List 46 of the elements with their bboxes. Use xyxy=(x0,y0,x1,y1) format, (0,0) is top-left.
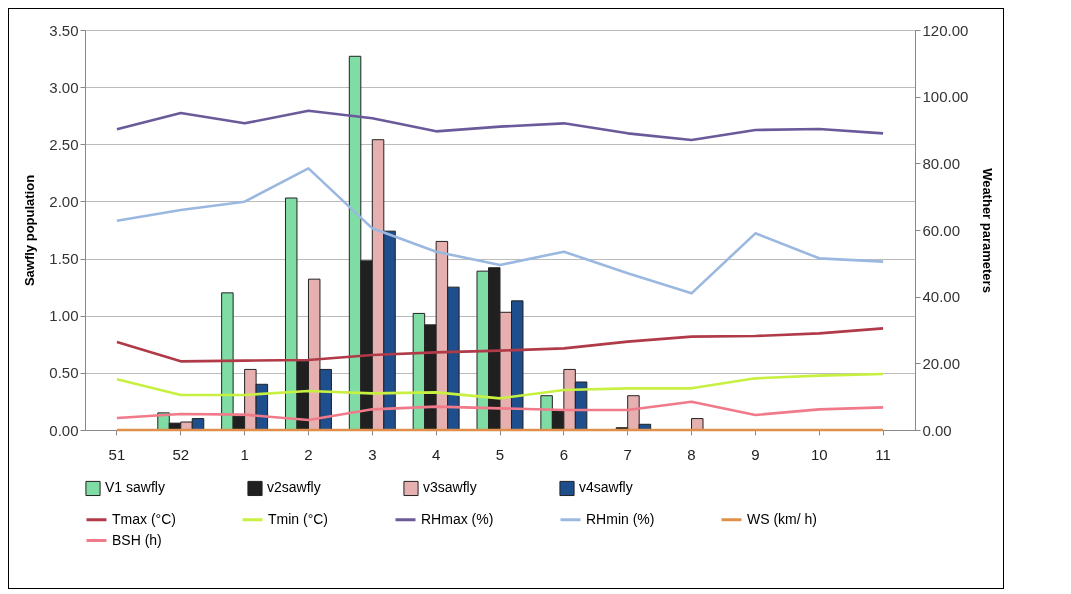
legend-label: v3sawfly xyxy=(423,479,477,496)
y-axis-title: Sawfly population xyxy=(22,174,38,287)
legend-label: v4sawfly xyxy=(579,479,633,496)
x-tick-label: 3 xyxy=(368,445,377,463)
x-tick-label: 5 xyxy=(495,445,505,463)
line-series xyxy=(115,327,885,363)
bar xyxy=(691,418,704,431)
line-series xyxy=(115,109,885,142)
x-tick-label: 2 xyxy=(304,445,313,463)
y2-tick-label: 100.00 xyxy=(922,88,969,106)
x-tick-label: 1 xyxy=(240,445,249,463)
line-series xyxy=(115,400,885,422)
y2-tick-label: 20.00 xyxy=(922,354,961,372)
line-series xyxy=(115,372,885,400)
y2-tick-label: 60.00 xyxy=(922,221,961,239)
y-tick-label: 1.00 xyxy=(49,307,79,325)
line-series xyxy=(115,167,885,295)
legend-label: V1 sawfly xyxy=(105,479,165,496)
x-tick-label: 7 xyxy=(623,445,632,463)
legend-label: BSH (h) xyxy=(112,531,162,548)
x-tick-label: 4 xyxy=(431,445,441,463)
x-tick-label: 9 xyxy=(751,445,760,463)
y2-axis-title: Weather parameters xyxy=(980,168,996,293)
y-tick-label: 0.00 xyxy=(49,421,79,439)
y-tick-label: 3.00 xyxy=(49,78,79,96)
x-tick-label: 51 xyxy=(108,445,126,463)
y2-tick-label: 40.00 xyxy=(922,288,961,306)
legend-label: RHmax (%) xyxy=(421,510,494,527)
x-tick-label: 52 xyxy=(172,445,190,463)
x-tick-label: 6 xyxy=(559,445,569,463)
legend-label: v2sawfly xyxy=(267,479,321,496)
legend-label: RHmin (%) xyxy=(586,510,655,527)
x-tick-label: 11 xyxy=(875,445,891,463)
y2-tick-label: 120.00 xyxy=(922,21,969,39)
y2-tick-label: 0.00 xyxy=(922,421,952,439)
x-tick-label: 10 xyxy=(810,445,828,463)
y2-tick-label: 80.00 xyxy=(922,154,961,172)
y-tick-label: 2.50 xyxy=(49,135,79,153)
y-tick-label: 0.50 xyxy=(49,364,79,382)
legend-label: Tmin (°C) xyxy=(268,510,329,527)
legend-label: WS (km/ h) xyxy=(747,510,817,527)
y-tick-label: 2.00 xyxy=(49,192,79,210)
legend-label: Tmax (°C) xyxy=(112,510,176,527)
y-tick-label: 3.50 xyxy=(49,21,79,39)
x-tick-label: 8 xyxy=(687,445,696,463)
y-tick-label: 1.50 xyxy=(49,250,79,268)
